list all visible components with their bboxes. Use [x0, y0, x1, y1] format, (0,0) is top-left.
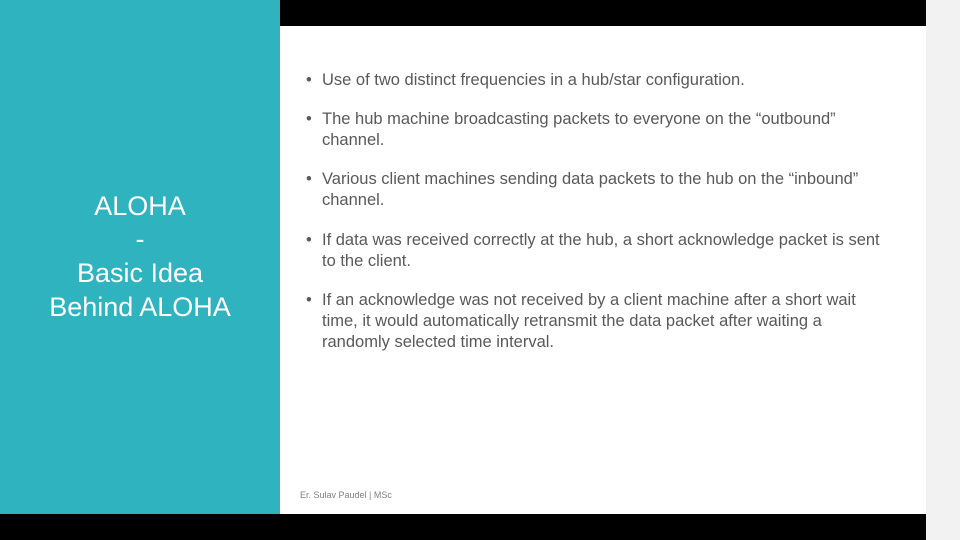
title-line-1: ALOHA	[94, 190, 186, 224]
title-line-2: -	[136, 223, 145, 257]
footer-author: Er. Sulav Paudel | MSc	[300, 490, 392, 500]
bullet-list: Use of two distinct frequencies in a hub…	[306, 70, 894, 353]
bullet-item: If an acknowledge was not received by a …	[306, 290, 894, 353]
black-frame-below-title	[0, 514, 280, 540]
slide: ALOHA - Basic Idea Behind ALOHA Use of t…	[0, 0, 926, 540]
bullet-item: Use of two distinct frequencies in a hub…	[306, 70, 894, 91]
title-line-3: Basic Idea	[77, 257, 203, 291]
right-gutter	[926, 0, 960, 540]
bullet-item: If data was received correctly at the hu…	[306, 230, 894, 272]
title-panel: ALOHA - Basic Idea Behind ALOHA	[0, 0, 280, 514]
bullet-item: Various client machines sending data pac…	[306, 169, 894, 211]
title-line-4: Behind ALOHA	[49, 291, 231, 325]
bullet-item: The hub machine broadcasting packets to …	[306, 109, 894, 151]
content-panel: Use of two distinct frequencies in a hub…	[280, 26, 926, 514]
